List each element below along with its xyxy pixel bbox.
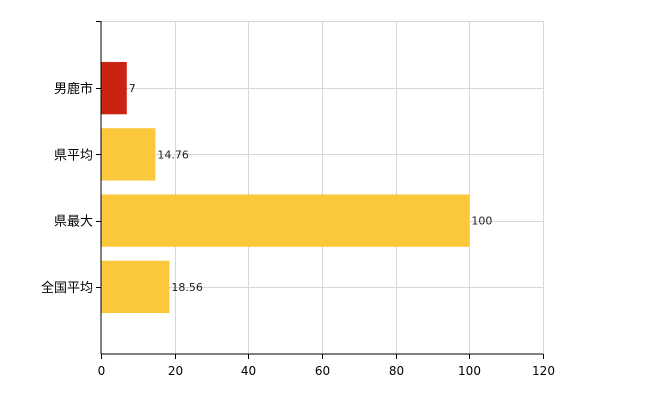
x-tick-label: 80 <box>389 364 404 378</box>
bar <box>101 61 127 115</box>
y-category-label: 男鹿市 <box>54 81 93 97</box>
bars <box>101 61 470 314</box>
x-tick-label: 0 <box>98 364 106 378</box>
bar-data-label: 7 <box>129 82 136 95</box>
bar <box>101 194 470 247</box>
x-tick-label: 20 <box>168 364 183 378</box>
bar-data-label: 100 <box>471 215 492 228</box>
bar <box>101 260 170 314</box>
data-labels: 7 14.76 100 18.56 <box>129 82 493 294</box>
y-category-label: 全国平均 <box>41 280 93 296</box>
y-category-label: 県平均 <box>54 148 93 163</box>
x-tick-label: 60 <box>315 364 330 378</box>
bar-data-label: 14.76 <box>157 148 189 161</box>
y-category-label: 県最大 <box>54 215 93 230</box>
x-tick-label: 120 <box>532 364 555 378</box>
x-axis-ticks: 0 20 40 60 80 100 120 <box>98 354 555 378</box>
x-tick-label: 100 <box>458 364 481 378</box>
x-tick-label: 40 <box>241 364 256 378</box>
bar-data-label: 18.56 <box>171 281 203 294</box>
bar <box>101 128 156 181</box>
